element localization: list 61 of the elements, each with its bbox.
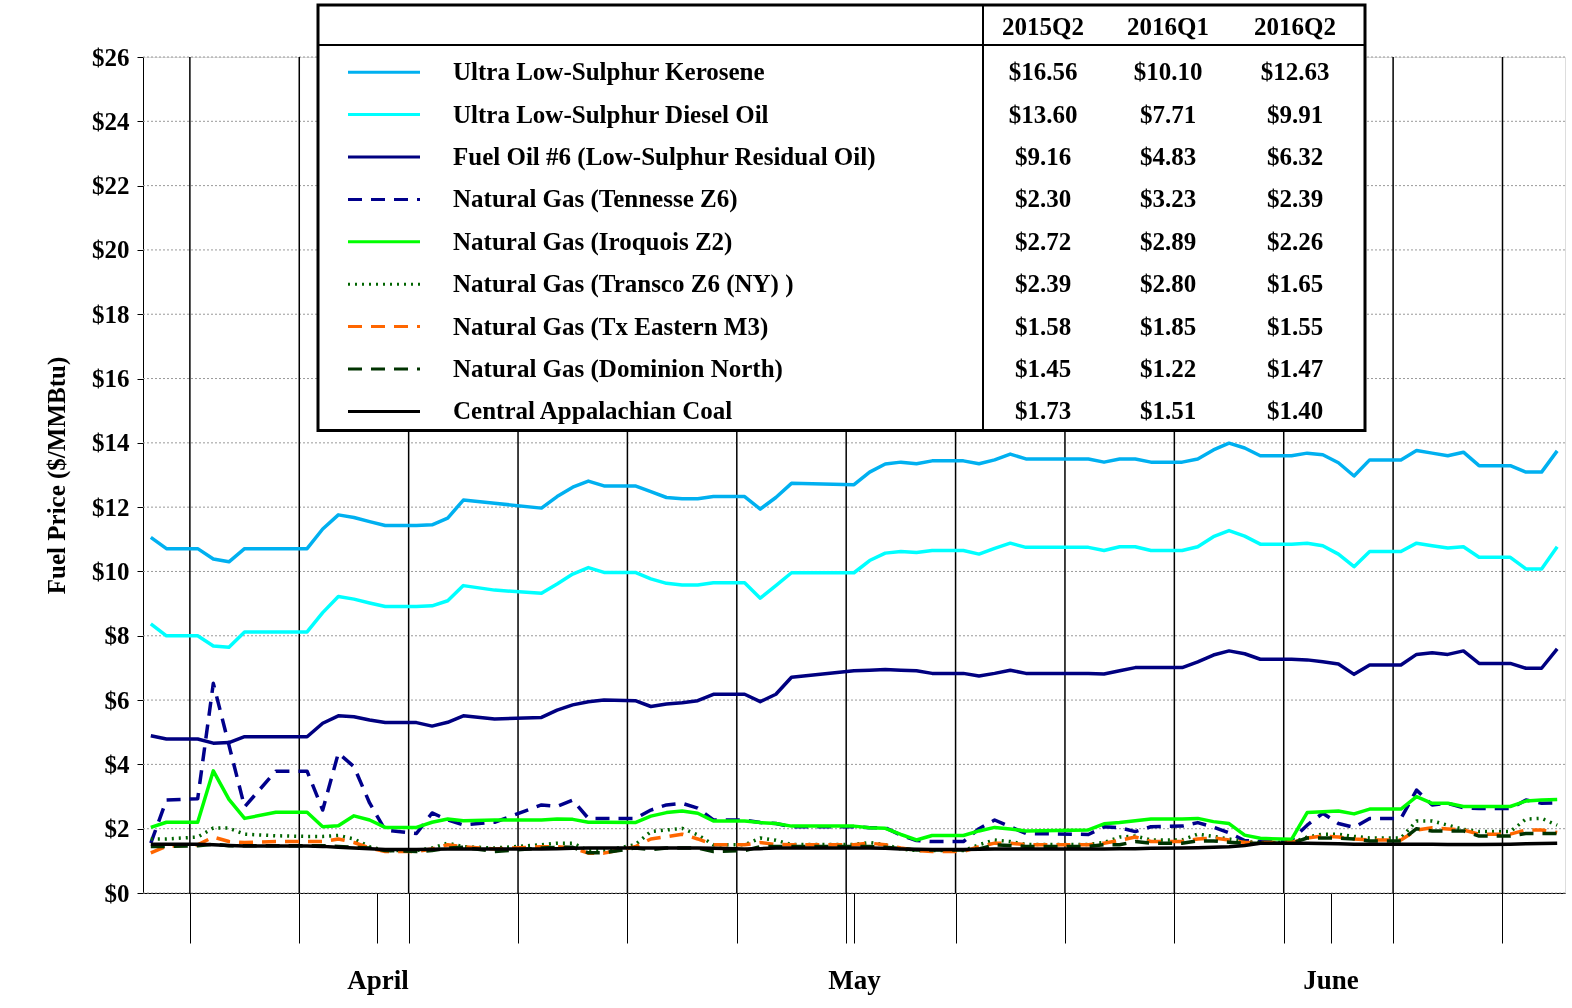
annotation: $1.85 <box>1139 312 1197 340</box>
annotation: $2.72 <box>1014 227 1072 255</box>
annotation: $2.39 <box>1266 185 1324 213</box>
annotation: $12.63 <box>1260 58 1330 86</box>
y-tick-label: $4 <box>104 750 130 778</box>
y-tick-label: $26 <box>92 43 130 71</box>
annotation: $7.71 <box>1139 100 1197 128</box>
annotation: $16.56 <box>1008 58 1078 86</box>
y-tick-label: $24 <box>92 107 130 135</box>
y-tick-label: $18 <box>92 300 130 328</box>
annotation: $1.45 <box>1014 355 1072 382</box>
annotation: $10.10 <box>1133 58 1203 86</box>
x-tick-label: May <box>828 964 882 995</box>
annotation: $1.65 <box>1266 270 1324 298</box>
annotation: $9.91 <box>1266 100 1324 128</box>
annotation: $4.83 <box>1139 143 1197 170</box>
text: 2015Q2 <box>1002 13 1084 40</box>
y-tick-label: $10 <box>92 557 130 585</box>
x-tick-label: June <box>1303 964 1359 995</box>
legend-label: Ultra Low-Sulphur Kerosene <box>453 58 765 86</box>
legend-label: Natural Gas (Tennesse Z6) <box>453 185 738 214</box>
y-tick-label: $8 <box>104 622 130 650</box>
legend-label: Fuel Oil #6 (Low-Sulphur Residual Oil) <box>453 143 876 171</box>
annotation: $2.30 <box>1014 185 1072 213</box>
annotation: $1.58 <box>1014 312 1072 340</box>
y-tick-label: $2 <box>104 815 130 843</box>
y-tick-label: $22 <box>92 172 130 200</box>
annotation: $1.51 <box>1139 397 1197 425</box>
line-series <box>149 769 1559 842</box>
legend-label: Natural Gas (Dominion North) <box>453 355 783 383</box>
annotation: $1.22 <box>1139 355 1197 382</box>
legend-label: Ultra Low-Sulphur Diesel Oil <box>453 100 769 128</box>
y-tick-label: $12 <box>92 493 130 521</box>
annotation: $2.89 <box>1139 227 1197 255</box>
x-tick-label: April <box>347 964 410 995</box>
line-series <box>149 816 1559 853</box>
annotation: $1.47 <box>1266 355 1324 382</box>
legend-label: Natural Gas (Transco Z6 (NY) ) <box>453 270 794 299</box>
y-tick-label: $20 <box>92 236 130 264</box>
text: 2016Q2 <box>1254 13 1336 40</box>
line-series <box>149 528 1559 650</box>
y-tick-label: $14 <box>92 429 130 457</box>
annotation: $6.32 <box>1266 143 1324 170</box>
annotation: $3.23 <box>1139 185 1197 213</box>
annotation: $2.39 <box>1014 270 1072 298</box>
y-tick-label: $6 <box>104 686 130 714</box>
legend-label: Natural Gas (Tx Eastern M3) <box>453 312 769 341</box>
annotation: $1.55 <box>1266 312 1324 340</box>
text: 2016Q1 <box>1127 13 1209 40</box>
annotation: $2.26 <box>1266 227 1324 255</box>
y-tick-label: $16 <box>92 365 130 393</box>
annotation: $13.60 <box>1008 100 1078 128</box>
legend-label: Natural Gas (Iroquois Z2) <box>453 227 733 256</box>
y-tick-label: $0 <box>104 879 130 907</box>
line-series <box>149 441 1559 564</box>
annotation: $1.40 <box>1266 397 1324 425</box>
legend-label: Central Appalachian Coal <box>453 397 733 425</box>
annotation: $9.16 <box>1014 143 1072 170</box>
annotation: $1.73 <box>1014 397 1072 425</box>
annotation: $2.80 <box>1139 270 1197 298</box>
y-axis-title: Fuel Price ($/MMBtu) <box>43 356 71 595</box>
